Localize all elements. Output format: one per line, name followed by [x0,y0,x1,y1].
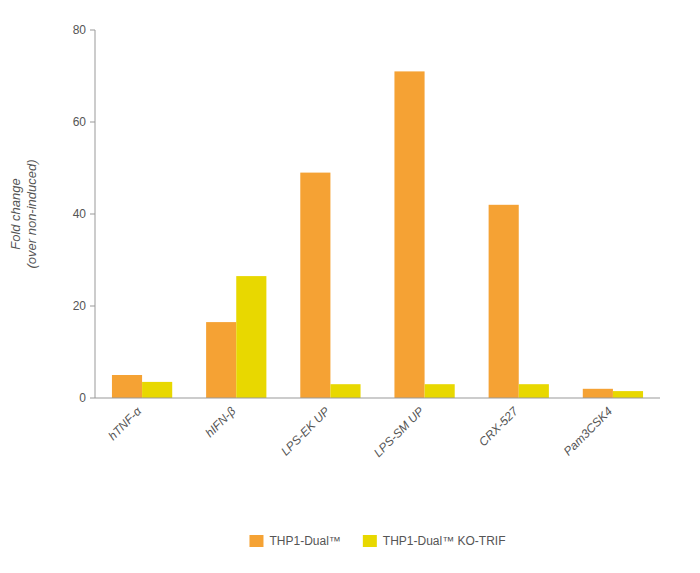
bar [394,71,424,398]
chart-container: 0 20 40 60 80 hTNF-α hIFN-β LPS-EK UP LPS-SM UP C… [0,0,700,573]
y-tick-label: 0 [79,391,86,405]
x-tick-label: hIFN-β [202,404,238,440]
bar [330,384,360,398]
bar [206,322,236,398]
bar [425,384,455,398]
x-tick-label: LPS-SM UP [371,404,427,460]
x-axis-line [95,398,660,399]
legend-label: THP1-Dual™ KO-TRIF [383,534,506,548]
bar [300,173,330,398]
y-tick-label: 80 [73,23,87,37]
legend-swatch [363,535,377,547]
x-tick-label: Pam3CSK4 [561,404,615,458]
y-tick-label: 20 [73,299,87,313]
legend-label: THP1-Dual™ [269,534,340,548]
y-tick [90,398,95,399]
bar [112,375,142,398]
bar [236,276,266,398]
bar [142,382,172,398]
y-tick-label: 40 [73,207,87,221]
bar [519,384,549,398]
bar [613,391,643,398]
bar [489,205,519,398]
y-axis-label: Fold change(over non-induced) [8,159,39,268]
y-axis-label-line: (over non-induced) [24,159,39,268]
legend-swatch [249,535,263,547]
x-tick-label: hTNF-α [105,403,145,443]
y-tick [90,30,95,31]
x-tick-label: LPS-EK UP [278,404,332,458]
bars [112,71,643,398]
y-tick-label: 60 [73,115,87,129]
y-tick [90,306,95,307]
x-tick-label: CRX-527 [476,403,522,449]
y-axis-label-line: Fold change [8,178,23,250]
y-tick [90,214,95,215]
chart-svg: 0 20 40 60 80 hTNF-α hIFN-β LPS-EK UP LPS-SM UP C… [0,0,700,573]
bar [583,389,613,398]
legend: THP1-Dual™ THP1-Dual™ KO-TRIF [249,534,505,548]
y-tick [90,122,95,123]
